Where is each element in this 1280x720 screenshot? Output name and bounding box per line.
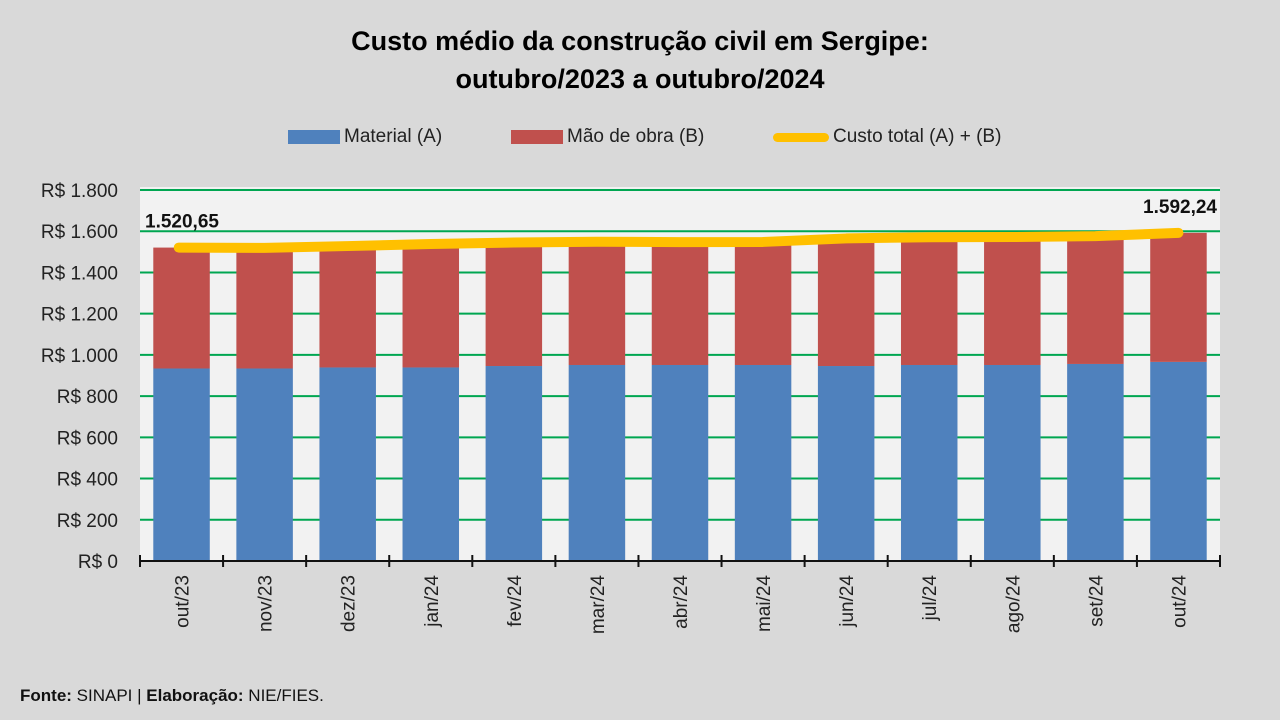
y-tick-label: R$ 200 <box>57 511 118 532</box>
bar-labor <box>651 242 709 365</box>
x-tick-label: mai/24 <box>754 575 775 632</box>
bar-labor <box>1150 232 1207 362</box>
legend-swatch-total <box>773 132 829 142</box>
legend-label-labor: Mão de obra (B) <box>567 126 705 147</box>
footer-author-label: Elaboração: <box>146 686 244 705</box>
footer: Fonte: SINAPI | Elaboração: NIE/FIES. <box>20 686 324 706</box>
y-tick-label: R$ 0 <box>78 552 118 573</box>
bar-material <box>984 364 1041 561</box>
legend: Material (A) Mão de obra (B) Custo total… <box>0 126 1280 154</box>
footer-source-label: Fonte: <box>20 686 72 705</box>
legend-label-material: Material (A) <box>344 126 443 147</box>
bar-material <box>236 368 293 561</box>
x-axis-labels: out/23 nov/23 dez/23 jan/24 fev/24 mar/24 abr/… <box>173 575 1191 635</box>
y-tick-label: R$ 1.400 <box>41 263 118 284</box>
y-tick-label: R$ 800 <box>57 387 118 408</box>
x-tick-label: nov/23 <box>256 575 277 632</box>
y-tick-label: R$ 600 <box>57 428 118 449</box>
bar-labor <box>900 237 958 365</box>
x-tick-label: dez/23 <box>339 575 360 632</box>
y-tick-label: R$ 1.800 <box>41 181 118 202</box>
y-axis-labels: R$ 0 R$ 200 R$ 400 R$ 600 R$ 800 R$ 1.000 R$ 1… <box>41 181 118 573</box>
bar-labor <box>568 241 626 365</box>
data-label: 1.592,24 <box>1143 197 1217 218</box>
x-tick-label: jul/24 <box>920 575 941 622</box>
bar-labor <box>817 238 875 367</box>
x-tick-label: out/23 <box>173 575 194 628</box>
x-axis <box>139 555 1221 567</box>
bar-material <box>402 367 460 561</box>
bar-labor <box>153 247 210 369</box>
bar-material <box>485 366 543 561</box>
x-tick-label: abr/24 <box>671 575 692 629</box>
legend-label-total: Custo total (A) + (B) <box>833 126 1002 147</box>
y-tick-label: R$ 400 <box>57 470 118 491</box>
bar-labor <box>402 244 460 368</box>
chart-title: Custo médio da construção civil em Sergi… <box>50 22 1230 98</box>
legend-item-material: Material (A) <box>288 126 442 148</box>
bar-labor <box>319 246 376 368</box>
x-tick-label: fev/24 <box>505 575 526 627</box>
bar-labor <box>485 242 543 367</box>
bar-material <box>651 364 709 561</box>
bar-labor <box>236 247 293 369</box>
x-tick-label: jan/24 <box>422 575 443 628</box>
x-tick-label: mar/24 <box>588 575 609 635</box>
bar-material <box>817 366 875 561</box>
x-tick-label: set/24 <box>1086 575 1107 627</box>
annotations: 1.520,65 1.592,24 <box>145 197 1217 233</box>
y-tick-label: R$ 1.600 <box>41 222 118 243</box>
chart-title-line-1: Custo médio da construção civil em Sergi… <box>351 26 929 56</box>
x-tick-label: jun/24 <box>837 575 858 628</box>
bar-material <box>1067 363 1124 561</box>
legend-item-labor: Mão de obra (B) <box>511 126 704 148</box>
bar-material <box>568 364 626 561</box>
bars <box>153 232 1207 561</box>
data-label: 1.520,65 <box>145 212 219 233</box>
footer-source-value: SINAPI | <box>71 686 147 705</box>
legend-swatch-labor <box>511 130 563 144</box>
legend-item-total: Custo total (A) + (B) <box>773 126 1001 148</box>
y-tick-label: R$ 1.200 <box>41 305 118 326</box>
bar-labor <box>1067 236 1124 364</box>
x-tick-label: out/24 <box>1169 575 1190 628</box>
bar-labor <box>734 241 792 365</box>
bar-material <box>153 368 210 561</box>
bar-material <box>734 364 792 561</box>
footer-author-value: NIE/FIES. <box>243 686 324 705</box>
y-tick-label: R$ 1.000 <box>41 346 118 367</box>
legend-swatch-material <box>288 130 340 144</box>
bar-material <box>319 367 376 561</box>
total-line <box>173 227 1184 253</box>
bar-material <box>1150 361 1207 561</box>
x-tick-label: ago/24 <box>1003 575 1024 634</box>
chart-title-line-2: outubro/2023 a outubro/2024 <box>455 64 825 94</box>
bar-material <box>900 364 958 561</box>
bar-labor <box>984 236 1041 365</box>
